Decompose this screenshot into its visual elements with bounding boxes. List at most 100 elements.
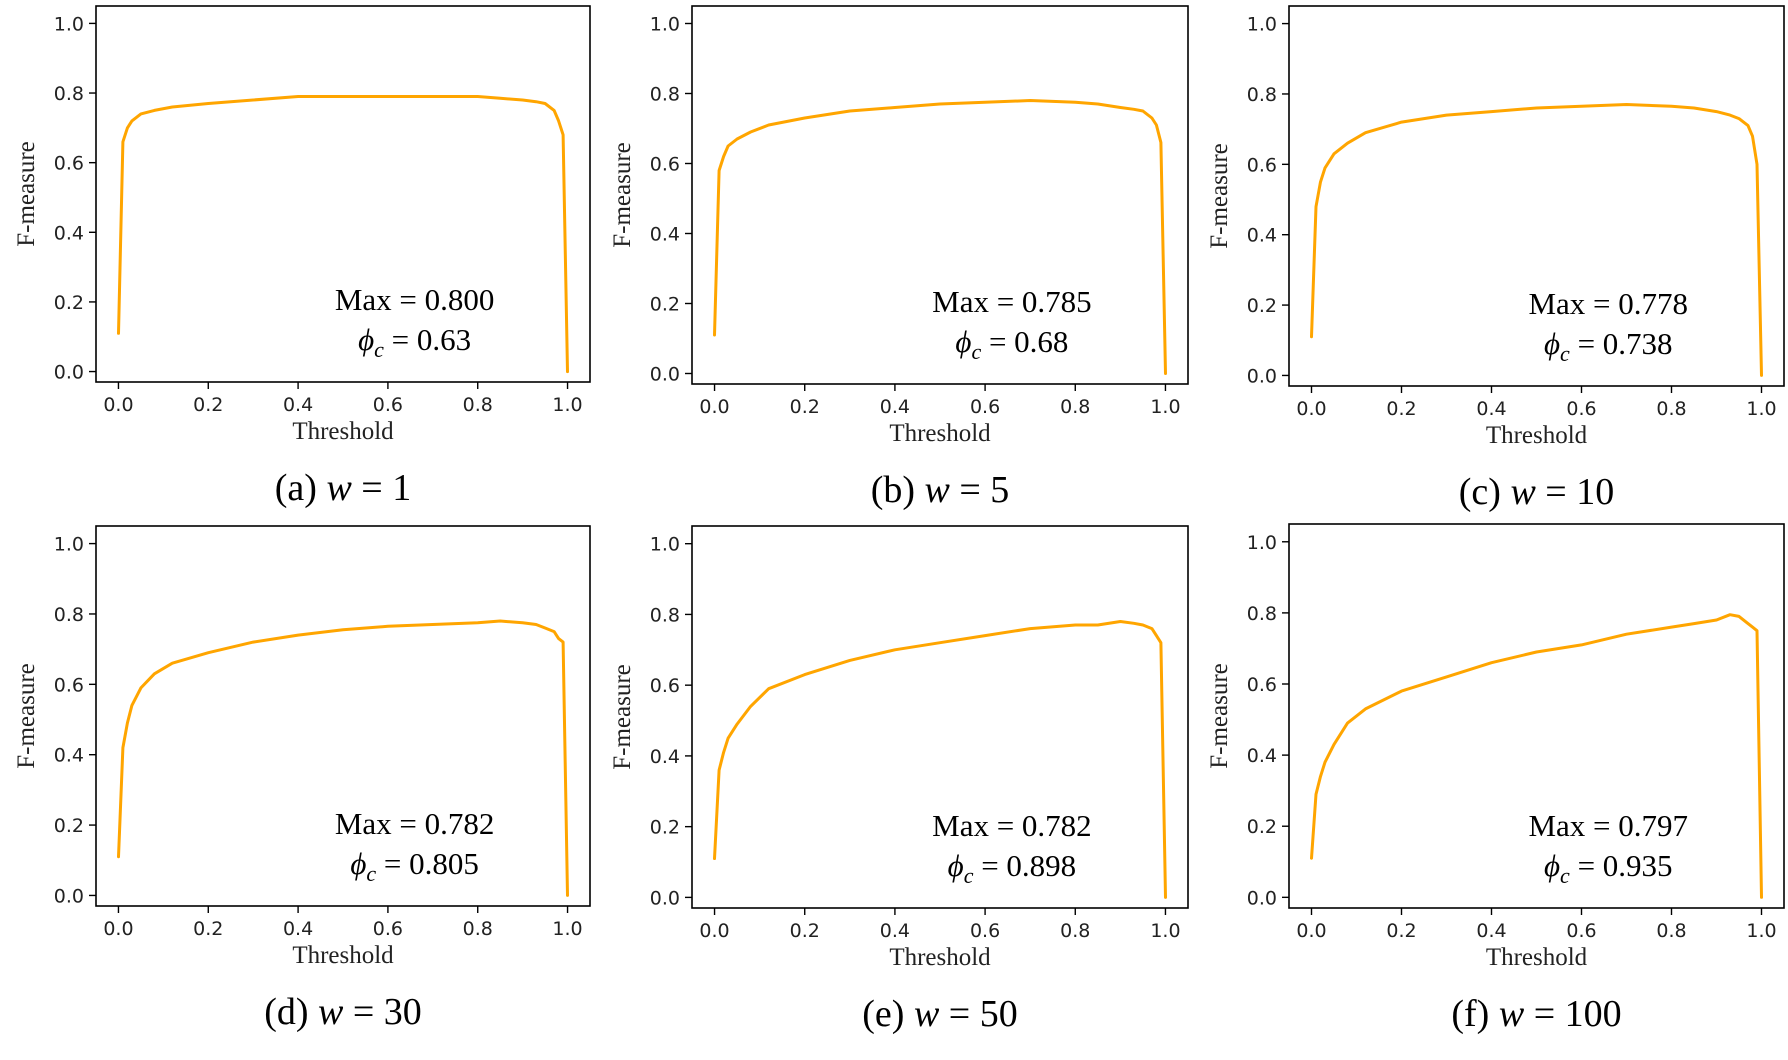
x-tick-label: 0.2 xyxy=(1386,398,1416,420)
phi-subscript: c xyxy=(366,861,376,886)
y-tick-label: 0.6 xyxy=(54,674,84,696)
y-tick-label: 0.4 xyxy=(1247,745,1277,767)
subplot-a: 0.0 0.2 0.4 0.6 0.8 1.0 0.0 0.2 0.4 0.6 0.8 1.0 Thre… xyxy=(13,5,591,509)
x-tick-label: 0.2 xyxy=(1386,920,1416,942)
caption-prefix: (d) xyxy=(264,991,318,1033)
phi-value: = 0.68 xyxy=(981,324,1068,359)
y-tick-label: 0.4 xyxy=(54,222,84,244)
f-measure-curve xyxy=(713,99,1167,375)
caption-variable: w xyxy=(925,469,951,511)
x-tick-label: 1.0 xyxy=(552,394,582,416)
caption-value: = 1 xyxy=(352,467,411,509)
caption-value: = 10 xyxy=(1536,471,1614,513)
x-tick-label: 0.4 xyxy=(283,918,313,940)
x-tick-label: 0.4 xyxy=(880,920,910,942)
y-tick-label: 1.0 xyxy=(54,534,84,556)
caption-value: = 30 xyxy=(343,991,421,1033)
y-tick-label: 1.0 xyxy=(650,14,680,36)
caption-value: = 50 xyxy=(939,993,1017,1035)
x-tick-label: 0.0 xyxy=(103,918,133,940)
caption-variable: w xyxy=(1499,993,1525,1035)
subplot-c: 0.0 0.2 0.4 0.6 0.8 1.0 0.0 0.2 0.4 0.6 0.8 1.0 Thre… xyxy=(1206,5,1785,513)
max-annotation: Max = 0.800 xyxy=(335,282,495,317)
subplot-caption: (a) w = 1 xyxy=(275,467,411,509)
x-tick-label: 1.0 xyxy=(1746,920,1776,942)
y-tick-label: 0.2 xyxy=(650,294,680,316)
x-tick-label: 0.2 xyxy=(790,396,820,418)
y-tick-label: 1.0 xyxy=(1247,14,1277,36)
phi-symbol: ϕ xyxy=(358,322,374,357)
caption-variable: w xyxy=(1510,471,1536,513)
caption-prefix: (e) xyxy=(862,993,914,1035)
x-tick-label: 1.0 xyxy=(1150,920,1180,942)
phi-symbol: ϕ xyxy=(955,324,971,359)
y-tick-label: 0.8 xyxy=(54,83,84,105)
f-measure-curve xyxy=(117,95,569,374)
subplot-f: 0.0 0.2 0.4 0.6 0.8 1.0 0.0 0.2 0.4 0.6 0.8 1.0 Thre… xyxy=(1206,523,1785,1035)
phi-value: = 0.63 xyxy=(384,322,471,357)
y-tick-label: 0.6 xyxy=(54,153,84,175)
y-axis-label: F-measure xyxy=(609,142,636,248)
x-tick-label: 0.8 xyxy=(1656,398,1686,420)
phi-subscript: c xyxy=(1560,341,1570,366)
y-tick-label: 1.0 xyxy=(1247,532,1277,554)
y-tick-label: 0.2 xyxy=(1247,816,1277,838)
x-tick-label: 0.8 xyxy=(1060,920,1090,942)
phi-subscript: c xyxy=(1560,863,1570,888)
phi-value: = 0.935 xyxy=(1570,848,1673,883)
x-tick-label: 0.6 xyxy=(373,918,403,940)
subplot-caption: (b) w = 5 xyxy=(871,469,1010,511)
f-measure-curve xyxy=(117,619,569,897)
subplot-caption: (d) w = 30 xyxy=(264,991,422,1033)
y-tick-label: 0.6 xyxy=(1247,674,1277,696)
caption-value: = 5 xyxy=(950,469,1009,511)
subplot-caption: (f) w = 100 xyxy=(1451,993,1621,1035)
y-tick-label: 0.2 xyxy=(54,292,84,314)
y-axis-label: F-measure xyxy=(1206,143,1233,249)
f-measure-curve xyxy=(1310,103,1763,377)
x-tick-label: 0.6 xyxy=(1566,398,1596,420)
subplot-e: 0.0 0.2 0.4 0.6 0.8 1.0 0.0 0.2 0.4 0.6 0.8 1.0 Thre… xyxy=(609,525,1189,1035)
x-tick-label: 0.2 xyxy=(790,920,820,942)
x-tick-label: 0.0 xyxy=(1296,398,1326,420)
y-tick-label: 0.0 xyxy=(650,887,680,909)
caption-prefix: (f) xyxy=(1451,993,1498,1035)
caption-prefix: (c) xyxy=(1459,471,1511,513)
f-measure-curve xyxy=(1310,613,1763,899)
y-tick-label: 0.4 xyxy=(1247,225,1277,247)
phi-subscript: c xyxy=(374,337,384,362)
x-tick-label: 0.0 xyxy=(1296,920,1326,942)
phi-subscript: c xyxy=(964,863,974,888)
plot-frame xyxy=(95,525,591,907)
x-tick-label: 0.4 xyxy=(1476,920,1506,942)
x-axis-label: Threshold xyxy=(889,420,991,447)
x-tick-label: 1.0 xyxy=(552,918,582,940)
phi-annotation: ϕc = 0.805 xyxy=(350,846,479,886)
phi-annotation: ϕc = 0.63 xyxy=(358,322,471,362)
max-annotation: Max = 0.782 xyxy=(335,806,495,841)
max-annotation: Max = 0.778 xyxy=(1528,286,1688,321)
y-tick-label: 0.4 xyxy=(650,746,680,768)
y-tick-label: 0.2 xyxy=(650,817,680,839)
x-tick-label: 0.0 xyxy=(699,396,729,418)
x-tick-label: 0.8 xyxy=(463,918,493,940)
x-tick-label: 1.0 xyxy=(1746,398,1776,420)
max-annotation: Max = 0.797 xyxy=(1528,808,1688,843)
x-axis-label: Threshold xyxy=(292,418,394,445)
caption-prefix: (a) xyxy=(275,467,327,509)
caption-prefix: (b) xyxy=(871,469,925,511)
phi-value: = 0.805 xyxy=(376,846,479,881)
x-tick-label: 0.4 xyxy=(283,394,313,416)
x-tick-label: 0.6 xyxy=(1566,920,1596,942)
x-axis-label: Threshold xyxy=(1486,422,1588,449)
y-axis-label: F-measure xyxy=(609,664,636,770)
y-tick-label: 1.0 xyxy=(54,13,84,35)
y-tick-label: 0.4 xyxy=(650,224,680,246)
y-tick-label: 0.6 xyxy=(650,675,680,697)
x-tick-label: 0.6 xyxy=(970,920,1000,942)
max-annotation: Max = 0.785 xyxy=(932,284,1092,319)
phi-value: = 0.738 xyxy=(1570,326,1673,361)
caption-value: = 100 xyxy=(1524,993,1621,1035)
max-annotation: Max = 0.782 xyxy=(932,808,1092,843)
